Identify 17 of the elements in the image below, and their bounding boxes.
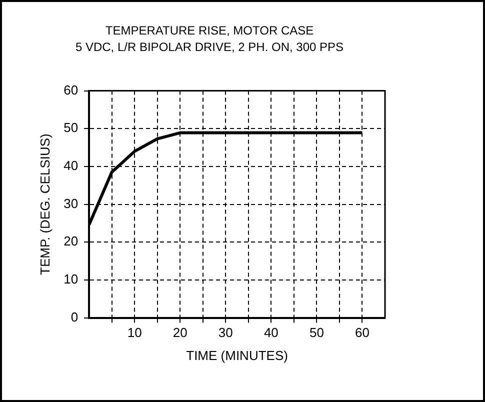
y-tick-label: 50 — [64, 120, 78, 136]
y-axis-title: TEMP. (DEG. CELSIUS) — [37, 134, 52, 275]
x-axis-title: TIME (MINUTES) — [186, 348, 288, 363]
x-tick-label: 30 — [218, 325, 233, 340]
y-tick-label: 60 — [64, 82, 78, 98]
x-tick-label: 10 — [127, 325, 142, 340]
x-tick-label: 50 — [309, 325, 324, 340]
x-tick-label: 60 — [355, 325, 370, 340]
chart-subtitle: 5 VDC, L/R BIPOLAR DRIVE, 2 PH. ON, 300 PPS — [75, 40, 344, 54]
y-tick-label: 30 — [64, 196, 78, 211]
y-tick-label: 10 — [64, 272, 78, 287]
y-tick-label: 40 — [64, 158, 78, 174]
y-tick-label: 20 — [64, 234, 78, 249]
x-tick-label: 20 — [172, 325, 188, 340]
x-tick-label: 40 — [264, 325, 278, 340]
y-tick-label: 0 — [70, 309, 78, 324]
chart-title: TEMPERATURE RISE, MOTOR CASE — [105, 24, 314, 38]
